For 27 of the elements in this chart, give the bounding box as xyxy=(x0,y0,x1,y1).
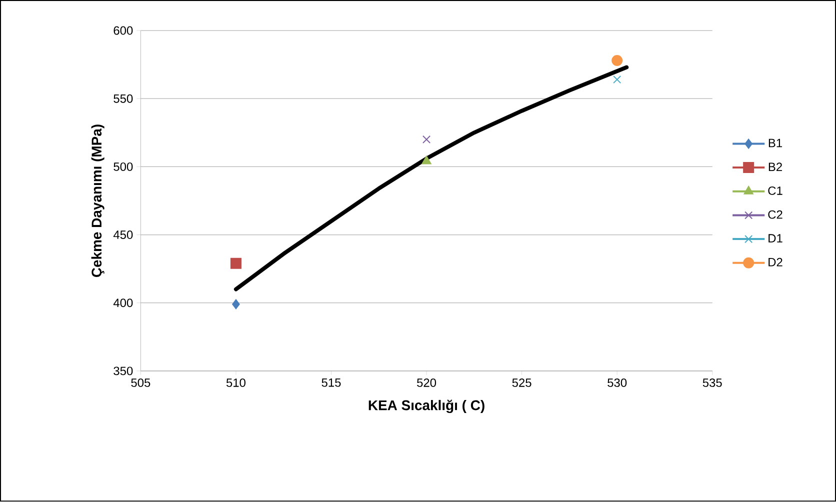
x-axis-title: KEA Sıcaklığı ( C) xyxy=(368,400,484,414)
legend-label: B2 xyxy=(768,162,782,172)
x-tick-label: 530 xyxy=(608,378,627,388)
x-tick-label: 510 xyxy=(226,378,246,388)
y-tick-label: 600 xyxy=(114,26,133,35)
legend-label: C2 xyxy=(768,210,782,219)
x-tick-label: 520 xyxy=(417,378,436,388)
x-tick-label: 535 xyxy=(702,378,722,388)
point xyxy=(232,299,240,310)
point xyxy=(422,156,432,164)
y-tick-label: 500 xyxy=(114,162,133,172)
y-axis-title: Çekme Dayanımı (MPa) xyxy=(91,124,104,278)
point xyxy=(613,76,622,84)
x-tick-label: 525 xyxy=(512,378,532,388)
point xyxy=(612,55,623,66)
x-tick-label: 505 xyxy=(131,378,150,388)
y-tick-label: 350 xyxy=(114,366,133,376)
legend-label: C1 xyxy=(768,186,782,196)
legend-label: D1 xyxy=(768,234,782,243)
y-tick-label: 400 xyxy=(113,298,133,308)
point xyxy=(422,136,431,144)
point xyxy=(230,258,242,270)
legend-label: D2 xyxy=(768,258,782,266)
y-tick-label: 550 xyxy=(114,94,133,104)
legend-label: B1 xyxy=(768,139,782,148)
y-tick-label: 450 xyxy=(113,230,133,240)
x-tick-label: 515 xyxy=(322,378,341,388)
